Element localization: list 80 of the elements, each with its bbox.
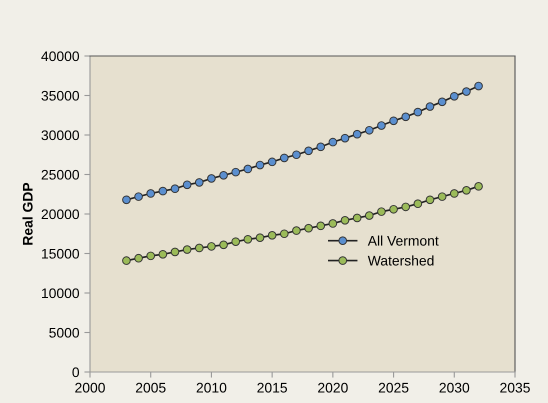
point: [364, 211, 374, 220]
point: [304, 224, 313, 233]
x-tick-label: 2020: [318, 382, 348, 393]
point: [134, 254, 143, 263]
point: [194, 244, 204, 252]
point: [268, 158, 276, 166]
y-tick-label: 15000: [42, 248, 80, 259]
point: [182, 180, 192, 190]
point: [340, 216, 350, 225]
point: [426, 195, 434, 204]
x-tick-label: 2010: [196, 382, 226, 393]
point: [414, 199, 422, 208]
point: [462, 186, 471, 195]
point: [316, 142, 326, 152]
point: [438, 192, 446, 201]
point: [389, 116, 398, 126]
y-tick-label: 10000: [42, 288, 80, 298]
point: [328, 219, 338, 228]
point: [231, 237, 240, 246]
x-tick-label: 2015: [257, 382, 288, 393]
point: [146, 252, 156, 260]
point: [377, 121, 386, 130]
point: [231, 168, 240, 176]
x-tick-label: 2000: [75, 382, 105, 393]
point: [182, 245, 192, 254]
point: [340, 134, 350, 142]
x-tick-label: 2035: [500, 382, 530, 393]
y-tick-label: 20000: [42, 209, 80, 220]
point: [462, 87, 471, 96]
point: [352, 130, 362, 139]
point: [450, 189, 459, 198]
y-tick-label: 0: [72, 367, 80, 378]
point: [268, 231, 276, 240]
point: [352, 214, 362, 222]
point: [474, 82, 483, 90]
point: [426, 102, 434, 111]
point: [401, 202, 410, 212]
point: [328, 138, 338, 146]
point: [280, 154, 289, 162]
y-tick-label: 5000: [49, 328, 80, 338]
legend-label: Watershed: [368, 255, 434, 266]
point: [207, 242, 216, 251]
legend-label: All Vermont: [368, 236, 439, 246]
point: [414, 108, 422, 116]
x-tick-label: 2025: [378, 382, 408, 393]
y-tick-label: 25000: [42, 170, 80, 180]
point: [292, 150, 301, 160]
point: [207, 174, 216, 183]
point: [292, 226, 301, 235]
y-tick-label: 40000: [41, 51, 80, 62]
point: [122, 256, 131, 265]
point: [146, 189, 156, 198]
point: [401, 112, 410, 122]
point: [377, 207, 386, 216]
point: [158, 250, 168, 259]
point: [244, 164, 252, 174]
y-axis-title: Real GDP: [22, 182, 33, 245]
y-tick-label: 30000: [41, 130, 80, 140]
point: [304, 146, 313, 156]
point: [364, 126, 374, 135]
point: [194, 178, 204, 187]
point: [170, 248, 180, 256]
point: [219, 170, 228, 180]
point: [450, 92, 459, 101]
point: [244, 234, 252, 244]
point: [134, 192, 143, 201]
point: [438, 98, 446, 106]
x-tick-label: 2030: [440, 382, 470, 393]
point: [256, 233, 264, 242]
point: [170, 184, 180, 194]
point: [389, 204, 398, 214]
x-tick-label: 2005: [136, 382, 166, 393]
point: [316, 222, 326, 230]
point: [280, 229, 289, 238]
point: [219, 240, 228, 250]
point: [474, 182, 483, 191]
point: [122, 195, 131, 204]
point: [158, 186, 168, 196]
point: [256, 160, 264, 170]
y-tick-label: 35000: [41, 90, 80, 101]
